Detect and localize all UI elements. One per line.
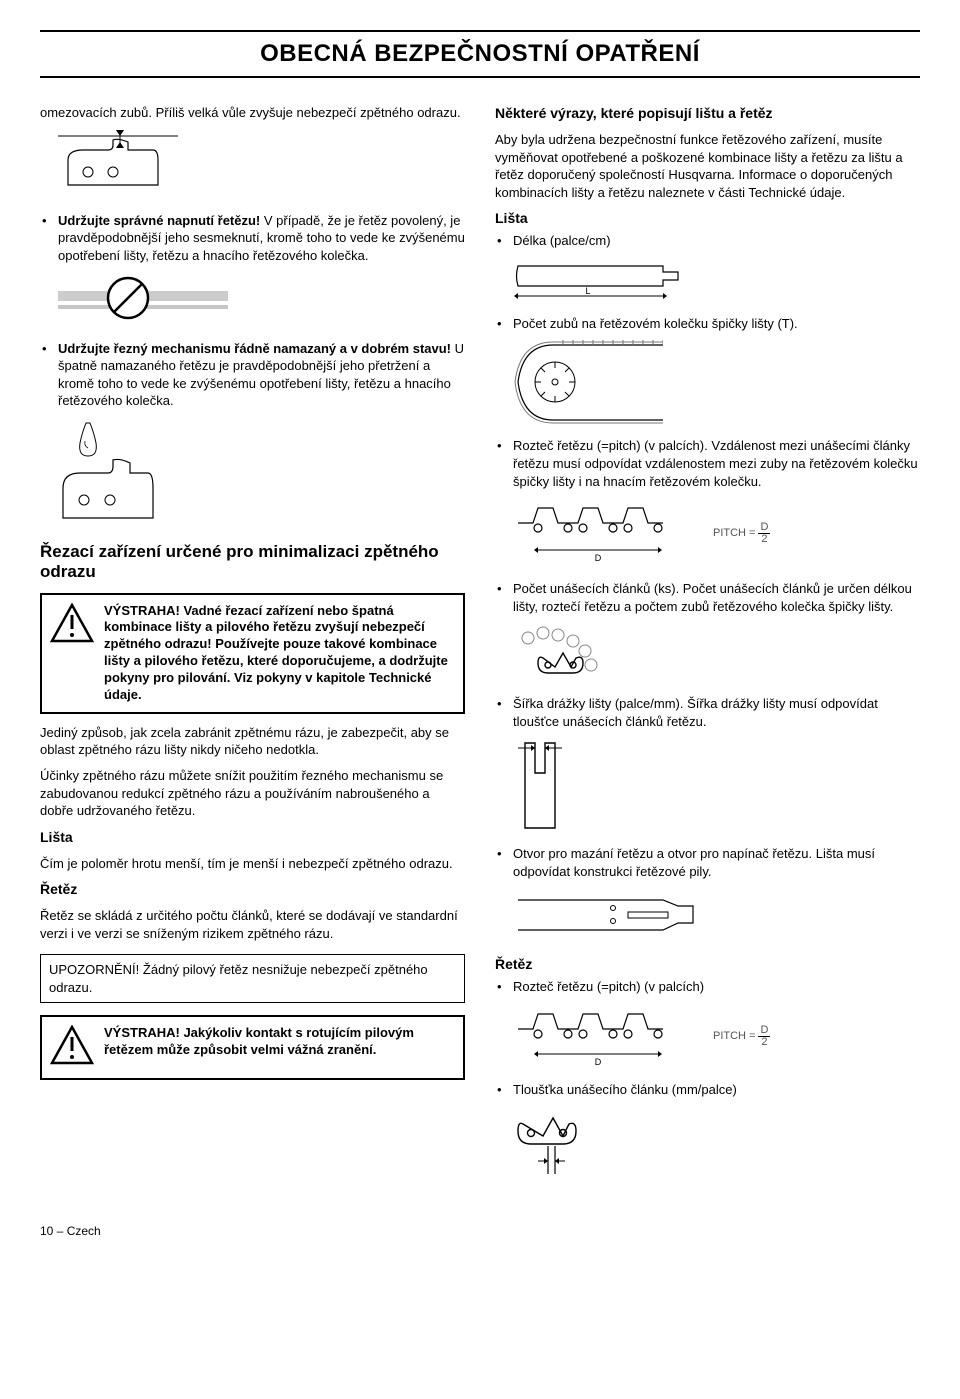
pitch-formula-2: PITCH = D 2: [713, 1025, 770, 1048]
sub-retez: Řetěz: [40, 880, 465, 899]
note-box: UPOZORNĚNÍ! Žádný pilový řetěz nesnižuje…: [40, 954, 465, 1003]
l-label: L: [585, 286, 590, 296]
pitch-den: 2: [761, 534, 767, 545]
bullet-dot: •: [40, 340, 58, 410]
bullet-lubrication: • Udržujte řezný mechanismu řádně namaza…: [40, 340, 465, 410]
warning-box-2: VÝSTRAHA! Jakýkoliv kontakt s rotujícím …: [40, 1015, 465, 1080]
drivelink-illustration: [513, 623, 920, 683]
bullet-text: Tloušťka unášecího článku (mm/palce): [513, 1081, 920, 1099]
pitch-num: D: [758, 522, 770, 534]
bullet-dot: •: [40, 212, 58, 265]
bullet-dot: •: [495, 232, 513, 250]
bullet-text: Počet unášecích článků (ks). Počet unáše…: [513, 580, 920, 615]
content-columns: omezovacích zubů. Příliš velká vůle zvyš…: [40, 96, 920, 1193]
pitch-eq: PITCH =: [713, 1029, 755, 1044]
sub-lista: Lišta: [40, 828, 465, 847]
left-column: omezovacích zubů. Příliš velká vůle zvyš…: [40, 96, 465, 1193]
gauge-illustration: [58, 130, 465, 200]
warning-text: VÝSTRAHA! Jakýkoliv kontakt s rotujícím …: [104, 1025, 453, 1059]
sub-lista-r: Lišta: [495, 209, 920, 228]
groove-illustration: [513, 738, 920, 833]
sub-retez-r: Řetěz: [495, 955, 920, 974]
section-cutting-equip: Řezací zařízení určené pro minimalizaci …: [40, 542, 465, 583]
bullet-groove: • Šířka drážky lišty (palce/mm). Šířka d…: [495, 695, 920, 730]
pitch2-illustration: D PITCH = D 2: [513, 1004, 920, 1069]
page-title: OBECNÁ BEZPEČNOSTNÍ OPATŘENÍ: [40, 30, 920, 78]
bullet-dot: •: [495, 845, 513, 880]
oil-drop-illustration: [58, 418, 465, 528]
pitch-num: D: [758, 1025, 770, 1037]
bullet-teeth: • Počet zubů na řetězovém kolečku špičky…: [495, 315, 920, 333]
para-replace: Aby byla udržena bezpečnostní funkce řet…: [495, 131, 920, 201]
mount-illustration: [513, 888, 920, 943]
pitch-formula: PITCH = D 2: [713, 522, 770, 545]
para-links: Řetěz se skládá z určitého počtu článků,…: [40, 907, 465, 942]
warning-text: VÝSTRAHA! Vadné řezací zařízení nebo špa…: [104, 603, 453, 704]
bullet-drivelinks: • Počet unášecích článků (ks). Počet uná…: [495, 580, 920, 615]
para-reduce: Účinky zpětného rázu můžete snížit použi…: [40, 767, 465, 820]
bullet-text: Rozteč řetězu (=pitch) (v palcích): [513, 978, 920, 996]
para-radius: Čím je poloměr hrotu menší, tím je menší…: [40, 855, 465, 873]
bullet-text: Rozteč řetězu (=pitch) (v palcích). Vzdá…: [513, 437, 920, 490]
bullet-pitch2: • Rozteč řetězu (=pitch) (v palcích): [495, 978, 920, 996]
bullet-dot: •: [495, 978, 513, 996]
bar-length-illustration: L: [513, 258, 920, 303]
bullet-dot: •: [495, 695, 513, 730]
sprocket-illustration: [513, 340, 920, 425]
bullet-tension: • Udržujte správné napnutí řetězu! V pří…: [40, 212, 465, 265]
page-footer: 10 – Czech: [40, 1223, 920, 1239]
warning-triangle-icon: [50, 1025, 94, 1070]
bullet-text: Délka (palce/cm): [513, 232, 920, 250]
bullet-dot: •: [495, 580, 513, 615]
d-label: D: [595, 553, 602, 563]
para-kickback: Jediný způsob, jak zcela zabránit zpětné…: [40, 724, 465, 759]
bullet-text: Otvor pro mazání řetězu a otvor pro napí…: [513, 845, 920, 880]
bullet-pitch: • Rozteč řetězu (=pitch) (v palcích). Vz…: [495, 437, 920, 490]
bullet-thickness: • Tloušťka unášecího článku (mm/palce): [495, 1081, 920, 1099]
bullet-text: Udržujte řezný mechanismu řádně namazaný…: [58, 340, 465, 410]
prohibition-illustration: [58, 273, 465, 328]
warning-triangle-icon: [50, 603, 94, 648]
bullet-oilhole: • Otvor pro mazání řetězu a otvor pro na…: [495, 845, 920, 880]
bullet-dot: •: [495, 1081, 513, 1099]
pitch-eq: PITCH =: [713, 526, 755, 541]
right-column: Některé výrazy, které popisují lištu a ř…: [495, 96, 920, 1193]
bullet-dot: •: [495, 437, 513, 490]
sub-terms: Některé výrazy, které popisují lištu a ř…: [495, 104, 920, 123]
bullet-bold: Udržujte správné napnutí řetězu!: [58, 213, 260, 228]
bullet-text: Šířka drážky lišty (palce/mm). Šířka drá…: [513, 695, 920, 730]
warning-box-1: VÝSTRAHA! Vadné řezací zařízení nebo špa…: [40, 593, 465, 714]
bullet-text: Udržujte správné napnutí řetězu! V přípa…: [58, 212, 465, 265]
bullet-text: Počet zubů na řetězovém kolečku špičky l…: [513, 315, 920, 333]
bullet-length: • Délka (palce/cm): [495, 232, 920, 250]
thickness-illustration: [513, 1106, 920, 1181]
bullet-dot: •: [495, 315, 513, 333]
pitch-den: 2: [761, 1037, 767, 1048]
intro-para: omezovacích zubů. Příliš velká vůle zvyš…: [40, 104, 465, 122]
d-label: D: [595, 1057, 602, 1067]
bullet-bold: Udržujte řezný mechanismu řádně namazaný…: [58, 341, 451, 356]
pitch-illustration: D PITCH = D 2: [513, 498, 920, 568]
